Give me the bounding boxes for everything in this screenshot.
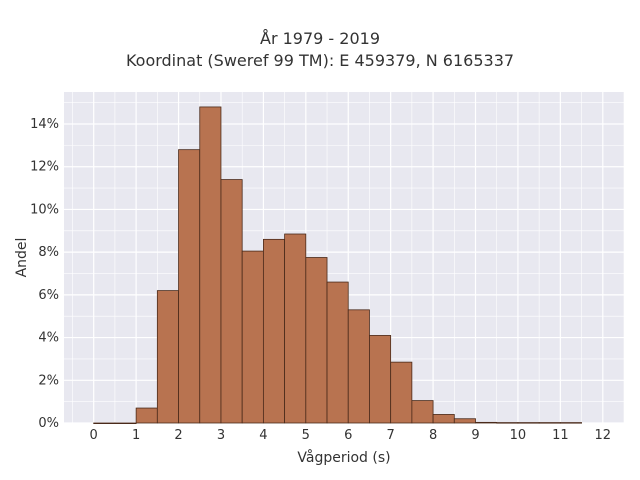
histogram-bar bbox=[411, 400, 434, 424]
y-tick-label: 8% bbox=[38, 245, 59, 260]
y-tick-label: 2% bbox=[38, 373, 59, 388]
histogram-bar bbox=[156, 290, 179, 424]
histogram-bar bbox=[220, 179, 243, 424]
x-tick-label: 10 bbox=[510, 428, 527, 443]
histogram-bar bbox=[559, 422, 582, 424]
histogram-bar bbox=[241, 250, 264, 424]
x-tick-label: 0 bbox=[90, 428, 98, 443]
y-axis-ticks: 0% 2% 4% 6% 8% 10% 12% 14% bbox=[30, 117, 59, 431]
histogram-bar bbox=[538, 422, 561, 424]
chart-title: År 1979 - 2019 bbox=[260, 29, 380, 48]
histogram-bar bbox=[517, 422, 540, 424]
histogram-bar bbox=[135, 407, 158, 424]
x-tick-label: 4 bbox=[259, 428, 267, 443]
histogram-bar bbox=[178, 149, 201, 424]
x-tick-label: 9 bbox=[471, 428, 479, 443]
x-tick-label: 6 bbox=[344, 428, 352, 443]
y-tick-label: 6% bbox=[38, 288, 59, 303]
y-axis-label: Andel bbox=[14, 238, 30, 278]
y-tick-label: 0% bbox=[38, 416, 59, 431]
x-axis-label: Vågperiod (s) bbox=[297, 449, 390, 466]
x-tick-label: 1 bbox=[132, 428, 140, 443]
x-tick-label: 7 bbox=[387, 428, 395, 443]
histogram-bar bbox=[305, 257, 328, 424]
x-tick-label: 5 bbox=[302, 428, 310, 443]
x-tick-label: 2 bbox=[174, 428, 182, 443]
histogram-bar bbox=[326, 281, 349, 424]
x-tick-label: 11 bbox=[552, 428, 569, 443]
histogram-bar bbox=[262, 238, 286, 424]
histogram-bar bbox=[347, 309, 370, 424]
histogram-bar bbox=[496, 422, 519, 424]
chart-subtitle: Koordinat (Sweref 99 TM): E 459379, N 61… bbox=[125, 51, 515, 70]
x-axis-ticks: 0 1 2 3 4 5 6 7 8 9 10 11 12 bbox=[90, 428, 612, 443]
y-tick-label: 12% bbox=[30, 160, 59, 175]
y-tick-label: 14% bbox=[30, 117, 59, 132]
histogram-bars bbox=[93, 106, 582, 425]
x-tick-label: 8 bbox=[429, 428, 437, 443]
histogram-bar bbox=[93, 422, 116, 425]
histogram-bar bbox=[453, 418, 476, 424]
x-tick-label: 12 bbox=[595, 428, 612, 443]
histogram-bar bbox=[475, 421, 498, 424]
histogram-bar bbox=[390, 361, 413, 424]
y-tick-label: 4% bbox=[38, 331, 59, 346]
histogram-bar bbox=[369, 335, 392, 424]
histogram-bar bbox=[199, 106, 222, 424]
histogram-bar bbox=[432, 414, 455, 424]
histogram-bar bbox=[284, 233, 307, 424]
histogram-bar bbox=[114, 422, 137, 425]
x-tick-label: 3 bbox=[217, 428, 225, 443]
y-tick-label: 10% bbox=[30, 202, 59, 217]
